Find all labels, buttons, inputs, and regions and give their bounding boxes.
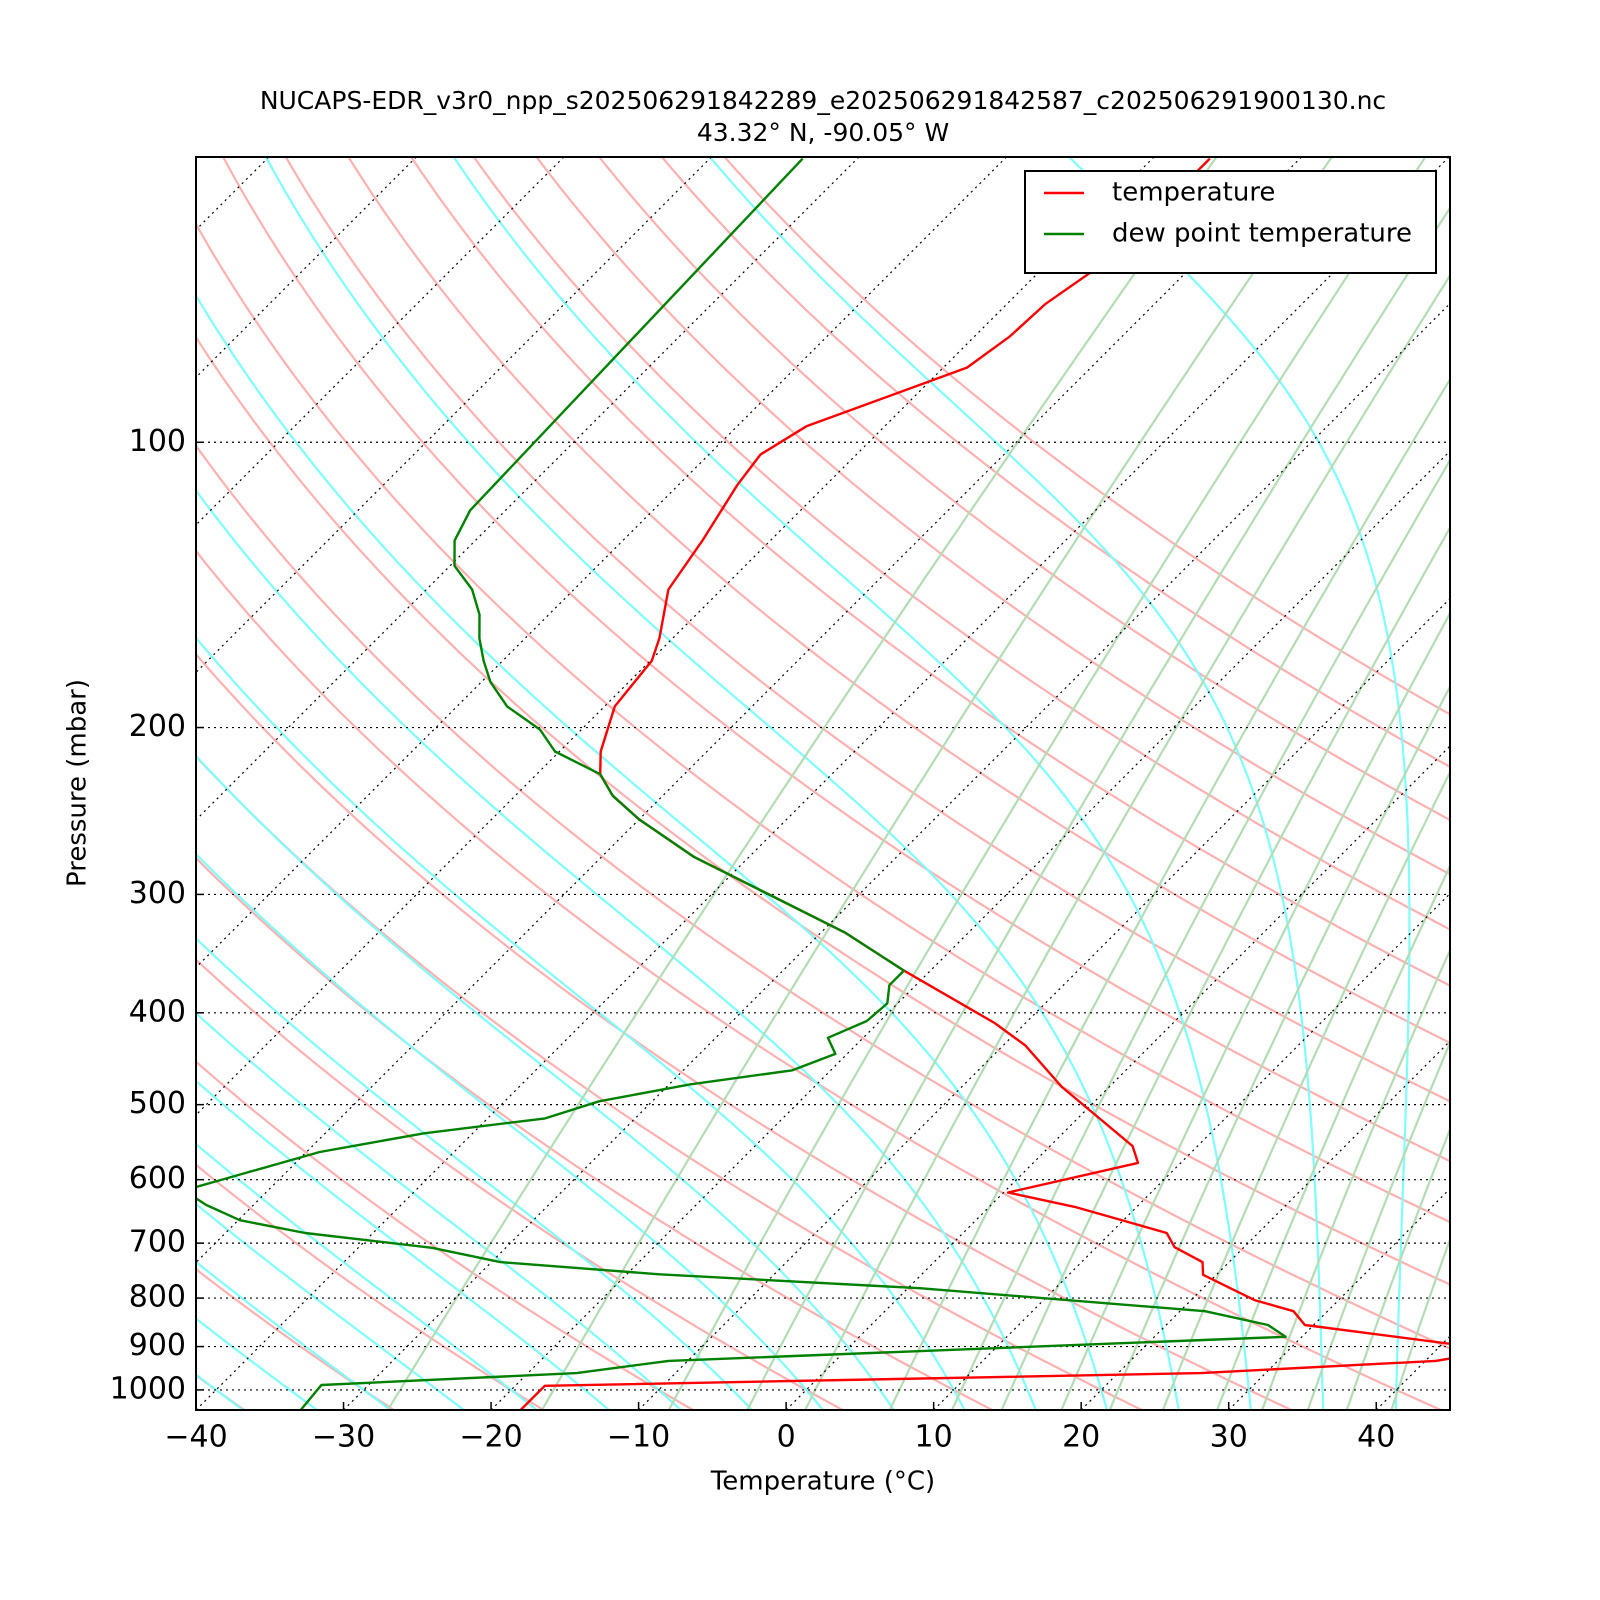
x-axis-label: Temperature (°C): [710, 1467, 935, 1497]
x-tick-label: −10: [607, 1420, 670, 1455]
dry-adiabat: [196, 221, 1450, 1224]
grid-line: [933, 892, 1450, 1410]
y-tick-label: 400: [129, 994, 186, 1029]
plot-area: [196, 157, 1450, 1410]
moist-adiabat: [196, 1202, 465, 1410]
mixing-ratio-line: [386, 157, 1218, 1410]
moist-adiabat: [196, 937, 753, 1410]
x-tick-label: 20: [1062, 1420, 1100, 1455]
y-tick-label: 500: [129, 1086, 186, 1121]
dry-adiabat: [284, 157, 1450, 1103]
dry-adiabat: [196, 856, 993, 1410]
mixing-ratio-line: [1060, 610, 1450, 1410]
mixing-ratio-line: [667, 157, 1427, 1410]
moist-adiabat: [1068, 157, 1411, 1410]
dry-adiabat: [597, 157, 1450, 822]
mixing-ratio-line: [1345, 1126, 1450, 1410]
dry-adiabat: [196, 549, 1442, 1410]
moist-adiabat: [196, 852, 824, 1410]
mixing-ratio-line: [804, 273, 1450, 1410]
moist-adiabat: [196, 488, 1037, 1410]
dry-adiabat: [660, 157, 1450, 769]
dry-adiabat: [196, 1060, 694, 1410]
mixing-ratio-line: [1306, 1040, 1450, 1410]
background-lines: [196, 157, 1450, 1410]
isotherm: [196, 157, 565, 526]
grid-line: [1228, 1187, 1450, 1410]
axes: −40 −30 −20 −10 0 10 20 30 40 100 200 300 400 500 600 7…: [110, 156, 1451, 1455]
dry-adiabat: [472, 157, 1450, 931]
legend-label: temperature: [1112, 178, 1275, 208]
dry-adiabat: [196, 652, 1292, 1410]
dry-adiabat: [221, 157, 1450, 1163]
legend-box: [1024, 170, 1437, 274]
x-tick-label: −20: [459, 1420, 522, 1455]
y-tick-label: 800: [129, 1280, 186, 1315]
moist-adiabat: [196, 1011, 682, 1410]
y-tick-label: 600: [129, 1161, 186, 1196]
isotherm: [196, 157, 417, 379]
x-tick-label: 30: [1210, 1420, 1248, 1455]
y-tick-label: 1000: [110, 1371, 186, 1406]
mixing-ratio-line: [1261, 947, 1450, 1410]
y-tick-label: 900: [129, 1328, 186, 1363]
isotherm: [196, 157, 1155, 1116]
isotherm: [196, 157, 1302, 1264]
isotherm: [196, 157, 1007, 969]
dry-adiabat: [347, 157, 1450, 1045]
mixing-ratio-line: [1161, 769, 1450, 1410]
mixing-ratio-line: [1216, 863, 1450, 1410]
moist-adiabat: [196, 293, 1109, 1410]
y-tick-label: 200: [129, 709, 186, 744]
x-tick-label: −40: [164, 1420, 227, 1455]
moist-adiabat: [196, 1079, 610, 1410]
moist-adiabat: [196, 1142, 538, 1410]
x-tick-label: 40: [1357, 1420, 1395, 1455]
mixing-ratio-line: [1000, 525, 1450, 1410]
grid-line: [490, 450, 1450, 1410]
x-tick-label: 10: [915, 1420, 953, 1455]
dry-adiabat: [196, 1163, 545, 1410]
dry-adiabat: [196, 335, 1450, 1286]
grid-line: [1080, 1040, 1450, 1410]
isotherm: [196, 157, 860, 821]
mixing-ratio-line: [746, 205, 1450, 1410]
dry-adiabat: [535, 157, 1450, 876]
moist-adiabat: [196, 1260, 392, 1410]
y-tick-label: 700: [129, 1225, 186, 1260]
grid-line: [638, 597, 1450, 1410]
dry-adiabat: [723, 157, 1450, 716]
x-tick-label: 0: [777, 1420, 796, 1455]
grid-line: [196, 157, 1450, 1410]
dry-adiabat: [196, 444, 1450, 1350]
y-tick-label: 300: [129, 876, 186, 911]
moist-adiabat: [264, 157, 1180, 1410]
x-tick-label: −30: [312, 1420, 375, 1455]
chart-subtitle: 43.32° N, -90.05° W: [697, 118, 949, 147]
mixing-ratio-line: [1108, 684, 1450, 1410]
moist-adiabat: [196, 1317, 318, 1410]
chart-title: NUCAPS-EDR_v3r0_npp_s202506291842289_e20…: [260, 86, 1386, 115]
grid-line: [343, 302, 1450, 1410]
isotherm: [196, 157, 712, 674]
legend: temperature dew point temperature: [1024, 170, 1437, 274]
y-axis-label: Pressure (mbar): [63, 679, 93, 887]
plot-frame: [195, 156, 1451, 1411]
dry-adiabat: [409, 157, 1450, 987]
y-tick-label: 100: [129, 424, 186, 459]
moist-adiabat: [709, 157, 1325, 1410]
mixing-ratio-line: [541, 157, 1334, 1410]
profile-line: [196, 157, 1287, 1410]
mixing-ratio-line: [888, 377, 1450, 1410]
legend-label: dew point temperature: [1112, 219, 1412, 249]
dry-adiabat: [196, 958, 844, 1410]
grid-line: [785, 745, 1450, 1410]
